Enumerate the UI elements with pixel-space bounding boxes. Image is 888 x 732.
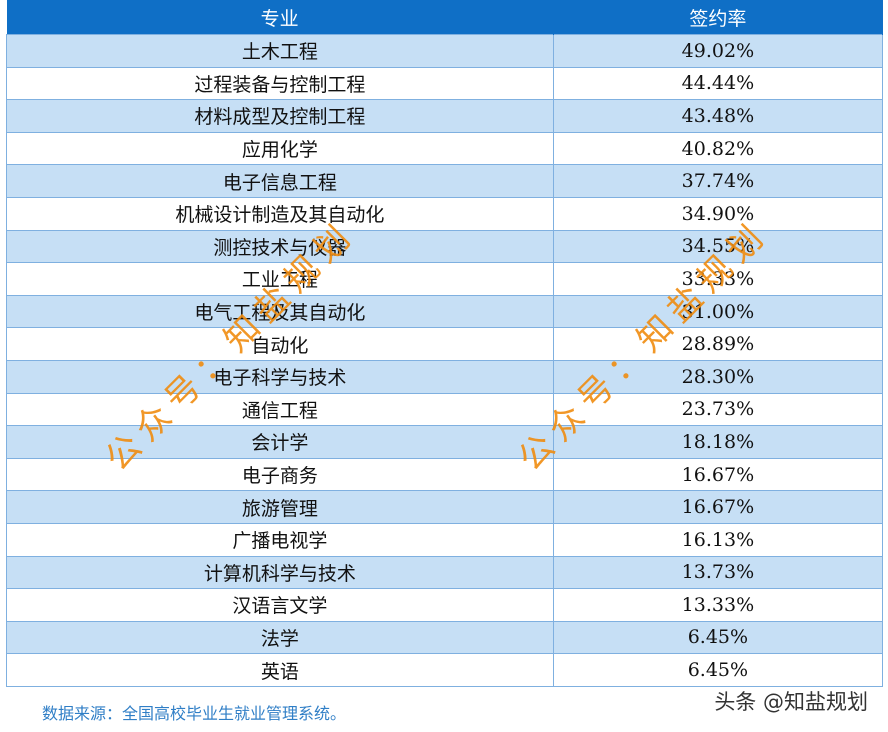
rate-cell: 37.74% <box>552 164 884 198</box>
rate-cell: 28.89% <box>552 327 884 361</box>
data-source-note: 数据来源：全国高校毕业生就业管理系统。 <box>42 704 347 723</box>
rate-cell: 23.73% <box>552 392 884 427</box>
table-row: 旅游管理 16.67% <box>6 490 884 524</box>
major-cell: 汉语言文学 <box>6 588 554 622</box>
major-cell: 通信工程 <box>6 392 554 427</box>
table-row: 应用化学 40.82% <box>6 131 884 166</box>
rate-cell: 16.67% <box>552 490 884 524</box>
major-cell: 土木工程 <box>6 34 554 68</box>
major-cell: 旅游管理 <box>6 490 554 524</box>
table-row: 汉语言文学 13.33% <box>6 588 884 622</box>
table-row: 测控技术与仪器 34.55% <box>6 229 884 264</box>
rate-cell: 34.90% <box>552 196 884 231</box>
table-row: 电子科学与技术 28.30% <box>6 359 884 394</box>
table-row: 材料成型及控制工程 43.48% <box>6 99 884 133</box>
major-cell: 应用化学 <box>6 131 554 166</box>
major-cell: 电气工程及其自动化 <box>6 294 554 329</box>
rate-cell: 34.55% <box>552 229 884 264</box>
major-cell: 自动化 <box>6 327 554 361</box>
table-row: 过程装备与控制工程 44.44% <box>6 66 884 101</box>
table-row: 通信工程 23.73% <box>6 392 884 427</box>
rate-cell: 40.82% <box>552 131 884 166</box>
table-row: 英语 6.45% <box>6 653 884 687</box>
table-row: 电子信息工程 37.74% <box>6 164 884 198</box>
rate-cell: 13.33% <box>552 588 884 622</box>
major-cell: 机械设计制造及其自动化 <box>6 196 554 231</box>
rate-cell: 6.45% <box>552 620 884 655</box>
brand-watermark: 头条 @知盐规划 <box>714 690 868 714</box>
rate-cell: 31.00% <box>552 294 884 329</box>
major-cell: 测控技术与仪器 <box>6 229 554 264</box>
major-cell: 英语 <box>6 653 554 687</box>
major-cell: 工业工程 <box>6 262 554 296</box>
table-row: 会计学 18.18% <box>6 425 884 459</box>
rate-cell: 16.13% <box>552 522 884 557</box>
table-row: 机械设计制造及其自动化 34.90% <box>6 196 884 231</box>
major-cell: 计算机科学与技术 <box>6 555 554 590</box>
major-cell: 电子商务 <box>6 457 554 492</box>
signing-rate-table: 专业 签约率 土木工程 49.02% 过程装备与控制工程 44.44% 材料成型及控制工… <box>6 0 884 687</box>
major-cell: 过程装备与控制工程 <box>6 66 554 101</box>
table-row: 法学 6.45% <box>6 620 884 655</box>
header-major: 专业 <box>6 0 554 35</box>
header-rate: 签约率 <box>553 0 884 35</box>
table-row: 计算机科学与技术 13.73% <box>6 555 884 590</box>
table-row: 电子商务 16.67% <box>6 457 884 492</box>
major-cell: 会计学 <box>6 425 554 459</box>
major-cell: 电子信息工程 <box>6 164 554 198</box>
major-cell: 法学 <box>6 620 554 655</box>
table-row: 工业工程 33.33% <box>6 262 884 296</box>
rate-cell: 44.44% <box>552 66 884 101</box>
rate-cell: 6.45% <box>552 653 884 687</box>
table-header-row: 专业 签约率 <box>6 0 884 35</box>
table-row: 广播电视学 16.13% <box>6 522 884 557</box>
table-row: 电气工程及其自动化 31.00% <box>6 294 884 329</box>
major-cell: 材料成型及控制工程 <box>6 99 554 133</box>
rate-cell: 49.02% <box>552 34 884 68</box>
rate-cell: 28.30% <box>552 359 884 394</box>
table-row: 土木工程 49.02% <box>6 34 884 68</box>
rate-cell: 18.18% <box>552 425 884 459</box>
major-cell: 电子科学与技术 <box>6 359 554 394</box>
rate-cell: 16.67% <box>552 457 884 492</box>
rate-cell: 13.73% <box>552 555 884 590</box>
rate-cell: 43.48% <box>552 99 884 133</box>
rate-cell: 33.33% <box>552 262 884 296</box>
major-cell: 广播电视学 <box>6 522 554 557</box>
table-row: 自动化 28.89% <box>6 327 884 361</box>
